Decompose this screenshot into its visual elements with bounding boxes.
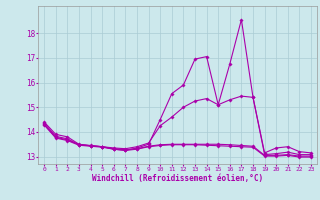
X-axis label: Windchill (Refroidissement éolien,°C): Windchill (Refroidissement éolien,°C) [92, 174, 263, 183]
